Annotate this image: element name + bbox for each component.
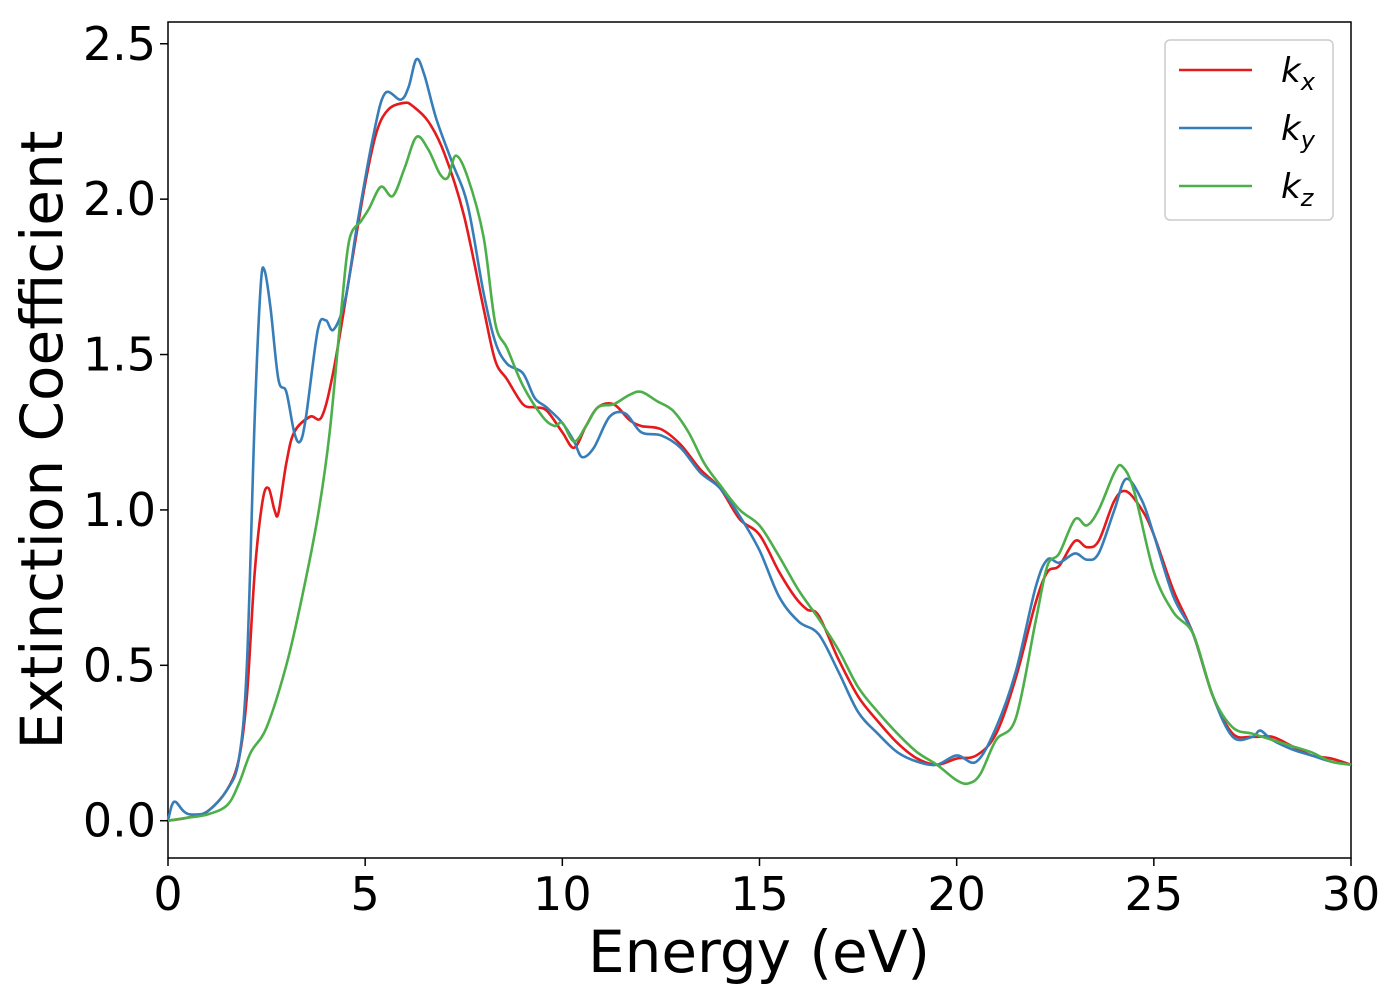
y-tick-label: 0.5: [83, 638, 156, 692]
y-tick-label: 1.5: [83, 328, 156, 382]
legend-box: [1164, 39, 1334, 221]
x-axis-ticks: 0 5 10 15 20 25 30: [153, 858, 1380, 921]
x-axis-title: Energy (eV): [588, 918, 930, 986]
x-tick-label: 30: [1322, 867, 1381, 921]
y-tick-label: 2.5: [83, 17, 156, 71]
series-layer: [166, 57, 1352, 822]
y-tick-label: 0.0: [83, 794, 156, 848]
y-axis-ticks: 0.0 0.5 1.0 1.5 2.0 2.5: [83, 17, 168, 848]
x-tick-label: 10: [533, 867, 592, 921]
x-tick-label: 5: [351, 867, 380, 921]
x-tick-label: 25: [1125, 867, 1184, 921]
y-axis-title: Extinction Coefficient: [8, 131, 76, 750]
y-tick-label: 2.0: [83, 172, 156, 226]
series-line-ky: [166, 57, 1352, 822]
y-tick-label: 1.0: [83, 483, 156, 537]
x-tick-label: 20: [927, 867, 986, 921]
x-tick-label: 0: [153, 867, 182, 921]
series-line-kz: [167, 135, 1352, 822]
series-line-kx: [167, 101, 1352, 822]
x-tick-label: 15: [730, 867, 789, 921]
